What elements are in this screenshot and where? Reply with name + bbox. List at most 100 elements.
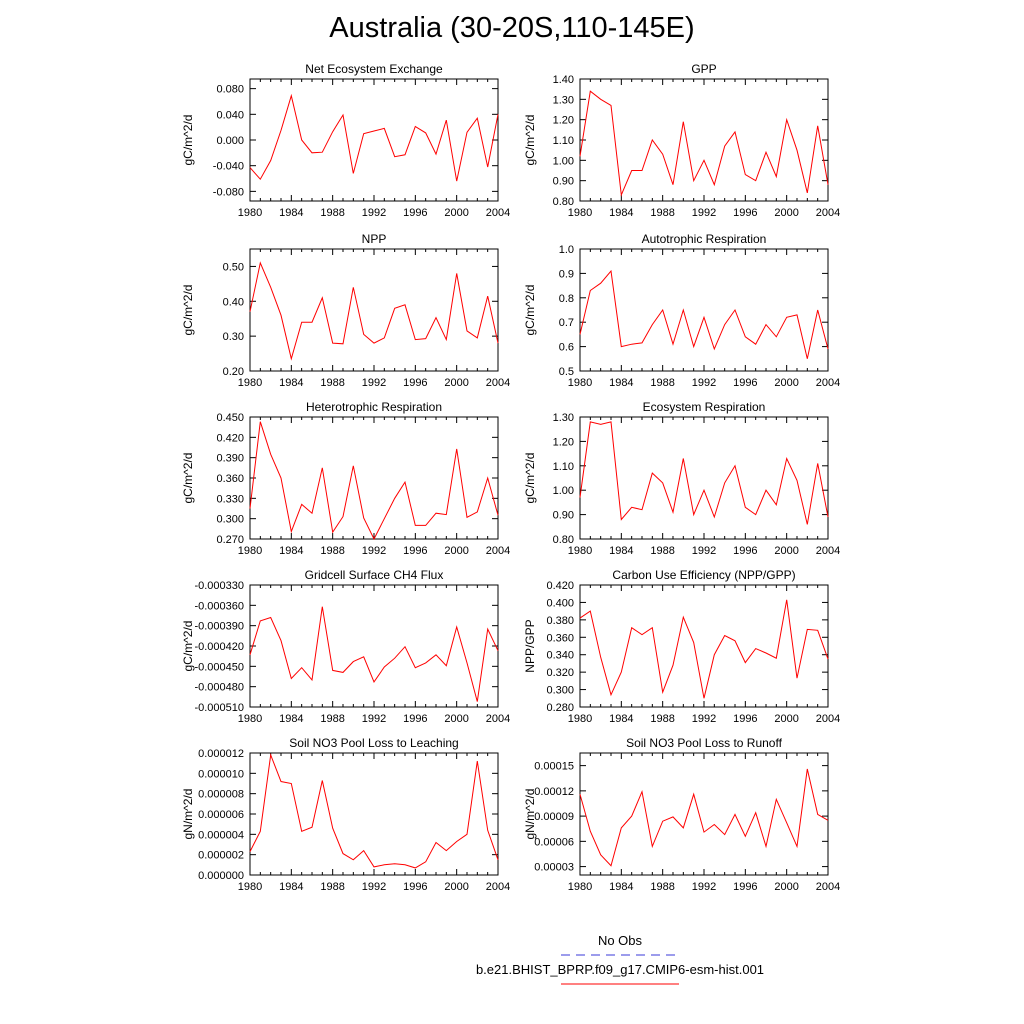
x-tick-label: 1992	[692, 713, 716, 725]
x-tick-label: 1984	[609, 881, 633, 893]
y-tick-label: 0.9	[559, 268, 574, 280]
x-tick-label: 2000	[774, 207, 798, 219]
chart-panel-4: Autotrophic Respiration gC/m^2/d 0.5 0.6 0.7…	[523, 232, 840, 389]
y-tick-label: 1.30	[553, 412, 574, 424]
y-tick-label: 1.20	[553, 436, 574, 448]
y-tick-label: 1.40	[553, 74, 574, 86]
x-tick-label: 1980	[238, 377, 262, 389]
y-tick-label: 0.7	[559, 317, 574, 329]
series-line	[249, 93, 499, 182]
x-tick-label: 2004	[816, 545, 840, 557]
x-tick-label: 1984	[279, 207, 303, 219]
chart-panel-2: GPP gC/m^2/d 0.80 0.90 1.00 1.10 1.20 1.30 1.40 1…	[523, 62, 840, 219]
panel-title: Heterotrophic Respiration	[306, 400, 442, 414]
page-title: Australia (30-20S,110-145E)	[329, 12, 695, 44]
panel-title: Soil NO3 Pool Loss to Leaching	[289, 736, 458, 750]
x-tick-label: 1980	[568, 545, 592, 557]
series-line	[579, 421, 829, 525]
y-tick-label: -0.000330	[194, 580, 244, 592]
y-tick-label: 1.20	[553, 115, 574, 127]
y-axis-label: gC/m^2/d	[181, 453, 195, 504]
chart-panel-9: Soil NO3 Pool Loss to LeachinggN/m^2/d0.…	[181, 736, 510, 893]
y-tick-label: 0.00015	[534, 761, 574, 773]
x-tick-label: 1992	[362, 713, 386, 725]
y-tick-label: 0.000006	[198, 809, 244, 821]
plot-frame	[579, 78, 829, 202]
x-tick-label: 2000	[774, 377, 798, 389]
x-tick-label: 1980	[238, 545, 262, 557]
plot-frame	[579, 752, 829, 876]
y-tick-label: 0.6	[559, 342, 574, 354]
y-tick-label: -0.000450	[194, 661, 244, 673]
x-tick-label: 1992	[692, 545, 716, 557]
x-tick-label: 2000	[444, 713, 468, 725]
x-tick-label: 1996	[733, 713, 757, 725]
x-tick-label: 1992	[362, 207, 386, 219]
y-tick-label: 1.0	[559, 244, 574, 256]
y-tick-label: 0.390	[216, 453, 244, 465]
y-tick-label: 0.00009	[534, 811, 574, 823]
y-tick-label: 0.420	[216, 432, 244, 444]
y-tick-label: 0.300	[216, 514, 244, 526]
x-tick-label: 1980	[568, 881, 592, 893]
y-axis-label: gN/m^2/d	[181, 789, 195, 840]
y-tick-label: -0.000420	[194, 641, 244, 653]
plot-frame	[579, 248, 829, 372]
legend-obs-label: No Obs	[598, 933, 643, 948]
x-tick-label: 2004	[486, 207, 510, 219]
y-tick-label: 0.90	[553, 176, 574, 188]
y-tick-label: 0.30	[223, 331, 244, 343]
y-tick-label: 0.280	[546, 702, 574, 714]
y-tick-label: -0.000390	[194, 621, 244, 633]
y-tick-label: 0.330	[216, 493, 244, 505]
y-tick-label: 0.320	[546, 667, 574, 679]
x-tick-label: 2000	[774, 713, 798, 725]
x-tick-label: 1996	[403, 377, 427, 389]
x-tick-label: 1992	[362, 545, 386, 557]
y-tick-label: 0.80	[553, 196, 574, 208]
panel-title: Autotrophic Respiration	[642, 232, 767, 246]
y-tick-label: 0.080	[216, 84, 244, 96]
y-tick-label: 0.00012	[534, 786, 574, 798]
x-tick-label: 1996	[733, 881, 757, 893]
y-tick-label: 1.00	[553, 155, 574, 167]
y-tick-label: 0.00003	[534, 862, 574, 874]
x-tick-label: 2004	[486, 881, 510, 893]
x-tick-label: 2000	[444, 545, 468, 557]
panel-title: Ecosystem Respiration	[643, 400, 766, 414]
y-tick-label: 1.10	[553, 461, 574, 473]
x-tick-label: 1988	[320, 881, 344, 893]
x-tick-label: 2000	[444, 207, 468, 219]
x-tick-label: 2004	[486, 545, 510, 557]
y-tick-label: 0.000	[216, 135, 244, 147]
y-tick-label: -0.000480	[194, 682, 244, 694]
chart-panel-1: Net Ecosystem Exchange gC/m^2/d -0.080 -0.0…	[181, 62, 510, 219]
x-tick-label: 1984	[609, 545, 633, 557]
y-tick-label: 0.000012	[198, 748, 244, 760]
x-tick-label: 1988	[320, 713, 344, 725]
panel-title: Net Ecosystem Exchange	[305, 62, 443, 76]
y-axis-label: gC/m^2/d	[181, 621, 195, 672]
y-tick-label: 0.360	[546, 632, 574, 644]
y-tick-label: 0.000000	[198, 870, 244, 882]
x-tick-label: 1996	[403, 207, 427, 219]
y-axis-label: gC/m^2/d	[181, 285, 195, 336]
y-axis-label: gC/m^2/d	[181, 115, 195, 166]
chart-panel-7: Gridcell Surface CH4 Flux gC/m^2/d -0.0005…	[181, 568, 510, 725]
y-axis-label: NPP/GPP	[523, 619, 537, 672]
x-tick-label: 1992	[362, 881, 386, 893]
y-tick-label: 1.30	[553, 94, 574, 106]
x-tick-label: 1996	[403, 545, 427, 557]
x-tick-label: 1996	[403, 881, 427, 893]
x-tick-label: 1988	[320, 207, 344, 219]
panel-title: NPP	[362, 232, 387, 246]
y-tick-label: 0.20	[223, 366, 244, 378]
x-tick-label: 1984	[279, 881, 303, 893]
y-tick-label: 0.400	[546, 597, 574, 609]
y-tick-label: 0.000008	[198, 789, 244, 801]
chart-panel-10: Soil NO3 Pool Loss to RunoffgN/m^2/d0.00…	[523, 736, 840, 893]
plot-frame	[579, 584, 829, 708]
x-tick-label: 2000	[444, 881, 468, 893]
y-axis-label: gC/m^2/d	[523, 453, 537, 504]
